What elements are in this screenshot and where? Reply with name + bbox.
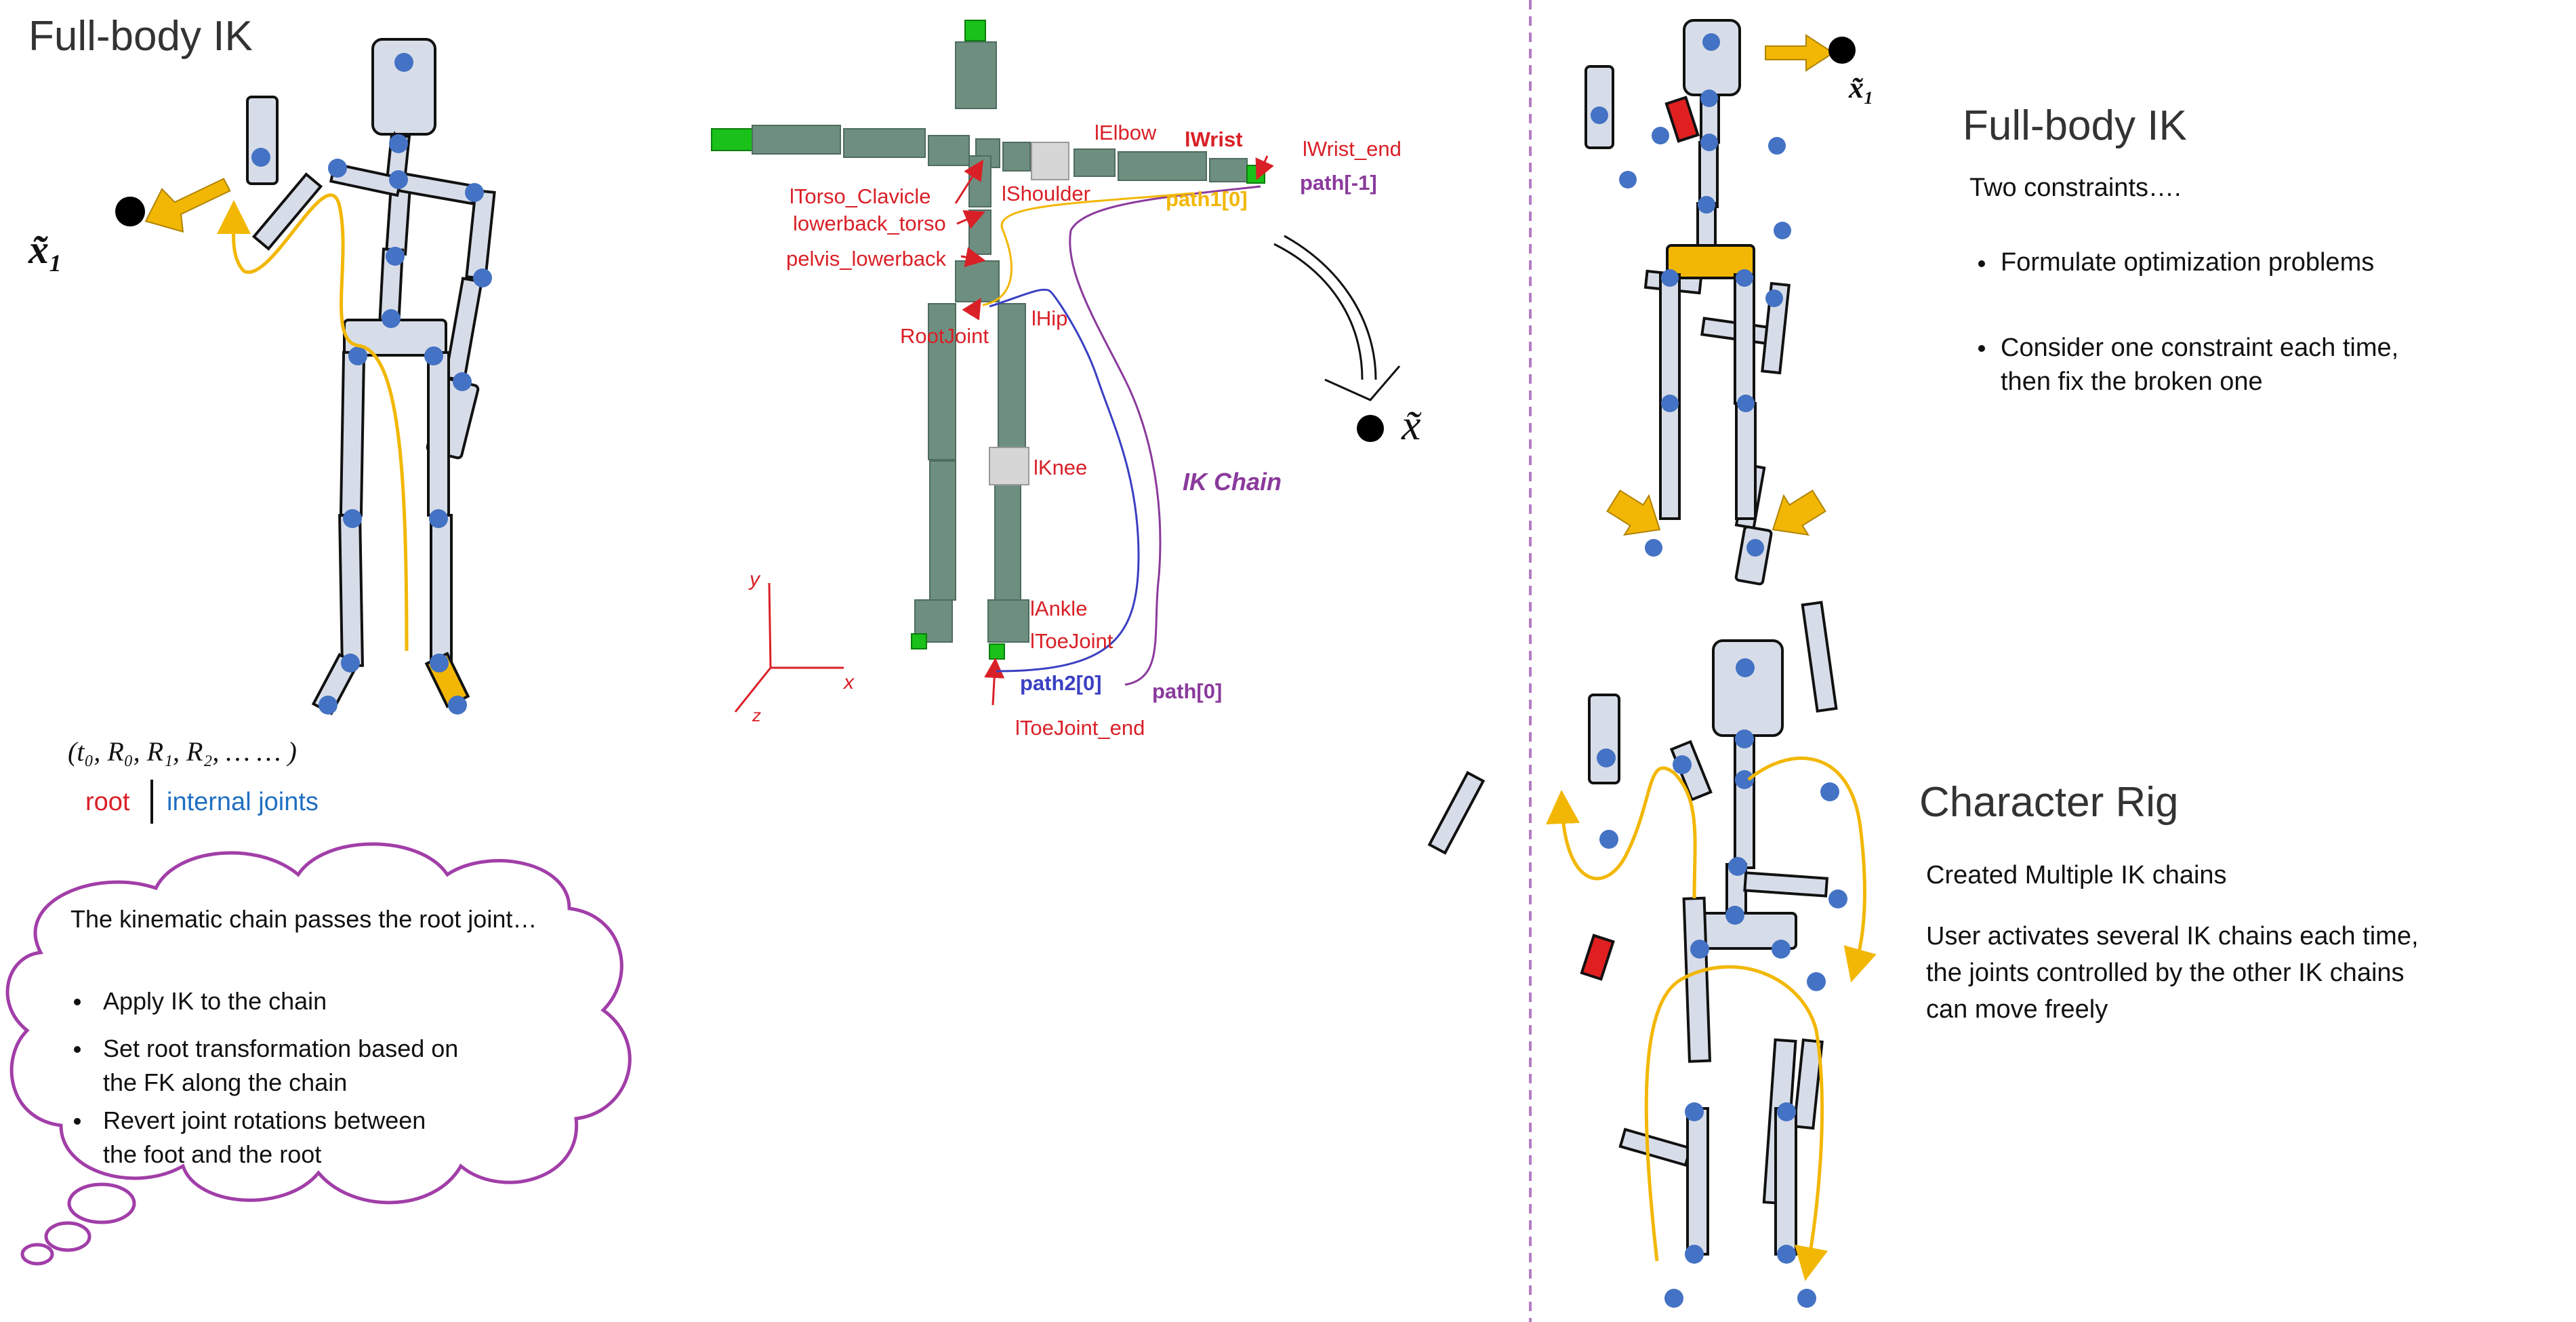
cloud-item-2b: the FK along the chain — [103, 1068, 348, 1096]
target-arrow-left — [144, 178, 231, 233]
path2-curve — [989, 288, 1140, 673]
target-dot-left — [115, 197, 145, 226]
right-bottom-ik-chains — [1546, 756, 1877, 1281]
label-path-0: path[0] — [1152, 679, 1223, 703]
cloud-bullets — [74, 999, 81, 1125]
right-top-joints — [1591, 33, 1791, 557]
label-ltoejoint: lToeJoint — [1030, 629, 1113, 653]
left-figure-joints — [251, 53, 492, 715]
cloud-item-3b: the foot and the root — [103, 1140, 322, 1168]
right-target-arrow — [1765, 34, 1835, 72]
right-target-dot — [1828, 37, 1856, 64]
right-bottom-figure — [1588, 601, 1838, 1256]
label-lhip: lHip — [1031, 306, 1068, 330]
right-bullets — [1978, 260, 1985, 352]
thought-cloud — [5, 842, 632, 1266]
right-top-bullet-1: Formulate optimization problems — [2001, 248, 2375, 277]
label-lwrist: lWrist — [1185, 127, 1243, 151]
rig-annotation-arrows — [954, 155, 1274, 706]
cloud-item-2: Set root transformation based on — [103, 1035, 459, 1062]
axis-x-label: x — [844, 671, 854, 694]
rig-target-label: x̃ — [1402, 401, 1421, 449]
internal-joints-label: internal joints — [167, 788, 319, 816]
label-ltoejoint-end: lToeJoint_end — [1015, 716, 1145, 740]
label-lknee: lKnee — [1034, 456, 1088, 479]
label-path1-0: path1[0] — [1166, 187, 1248, 211]
label-ltorso-clavicle: lTorso_Clavicle — [790, 184, 931, 208]
path-curve — [1069, 185, 1261, 686]
pose-tuple: (t₀, R₀, R₁, R₂, … … ) — [68, 736, 297, 767]
right-bottom-line-3: the joints controlled by the other IK ch… — [1926, 959, 2405, 987]
cloud-item-3: Revert joint rotations between — [103, 1106, 426, 1134]
foot-arrow-left — [1606, 489, 1661, 536]
label-lshoulder: lShoulder — [1002, 182, 1090, 205]
path1-curve — [982, 192, 1193, 306]
label-path-neg1: path[-1] — [1300, 171, 1377, 195]
root-label: root — [85, 788, 130, 816]
right-bottom-title: Character Rig — [1919, 779, 2179, 826]
cloud-item-1: Apply IK to the chain — [103, 987, 327, 1015]
cloud-heading: The kinematic chain passes the root join… — [70, 905, 537, 933]
right-target-label: x̃₁ — [1849, 71, 1875, 104]
label-lankle: lAnkle — [1030, 597, 1088, 620]
label-lowerback-torso: lowerback_torso — [793, 212, 946, 235]
ik-chain-path-left — [216, 193, 409, 652]
axis-y-label: y — [750, 568, 760, 590]
rig-model — [711, 20, 1265, 660]
right-bottom-line-2: User activates several IK chains each ti… — [1926, 922, 2419, 950]
label-ik-chain: IK Chain — [1183, 468, 1282, 496]
label-rootjoint: RootJoint — [900, 324, 989, 348]
right-top-bullet-2: Consider one constraint each time, — [2001, 334, 2399, 362]
right-top-title: Full-body IK — [1963, 102, 2187, 149]
label-pelvis-lowerback: pelvis_lowerback — [786, 247, 947, 271]
right-top-bullet-2b: then fix the broken one — [2001, 367, 2263, 396]
label-path2-0: path2[0] — [1020, 671, 1102, 695]
axes-gizmo — [734, 582, 844, 713]
rig-target-dot — [1357, 415, 1384, 442]
right-bottom-line-1: Created Multiple IK chains — [1926, 861, 2227, 889]
right-bottom-joints — [1597, 658, 1847, 1308]
label-lelbow: lElbow — [1095, 121, 1157, 144]
left-target-label: x̃₁ — [28, 227, 63, 272]
right-top-figure — [1427, 19, 1791, 981]
axis-z-label: z — [752, 705, 761, 725]
right-bottom-line-4: can move freely — [1926, 995, 2108, 1024]
foot-arrow-right — [1772, 489, 1826, 536]
head-bone — [371, 38, 436, 136]
target-curved-arrow — [1273, 235, 1401, 401]
left-title: Full-body IK — [28, 13, 253, 60]
right-top-subtitle: Two constraints…. — [1969, 174, 2182, 202]
label-lwrist-end: lWrist_end — [1303, 137, 1402, 161]
